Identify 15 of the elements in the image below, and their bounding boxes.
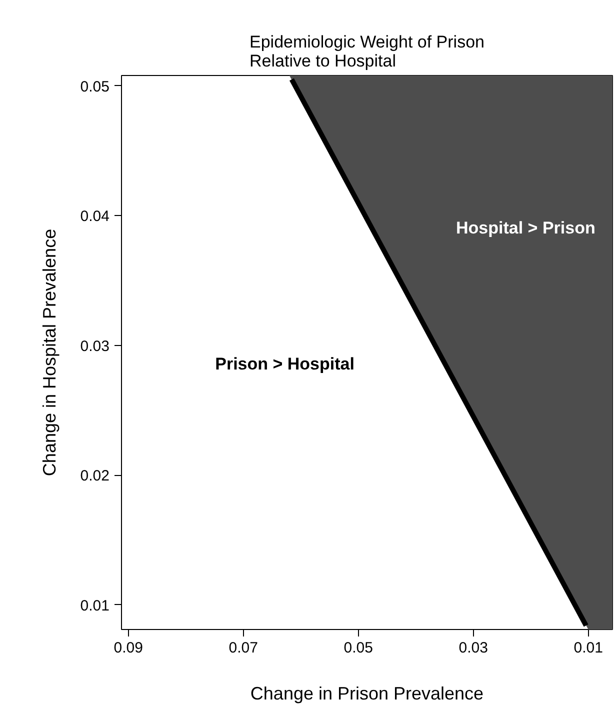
y-tick-label: 0.01 — [80, 597, 110, 614]
x-tick-label: 0.09 — [114, 640, 144, 656]
annotation: Hospital > Prison — [456, 218, 596, 238]
annotation: Prison > Hospital — [215, 354, 354, 374]
x-tick-label: 0.01 — [574, 640, 603, 656]
x-tick-label: 0.03 — [458, 640, 488, 656]
x-tick-label: 0.05 — [344, 640, 373, 656]
x-axis-title: Change in Prison Prevalence — [250, 684, 484, 704]
y-tick-label: 0.03 — [80, 338, 110, 355]
y-axis-title: Change in Hospital Prevalence — [39, 228, 60, 476]
y-tick-label: 0.04 — [80, 208, 110, 226]
chart-title: Epidemiologic Weight of Prison Relative to Hospital — [250, 32, 484, 70]
x-tick-label: 0.07 — [228, 640, 258, 656]
y-tick-label: 0.02 — [80, 468, 110, 485]
y-tick-label: 0.05 — [80, 78, 110, 96]
